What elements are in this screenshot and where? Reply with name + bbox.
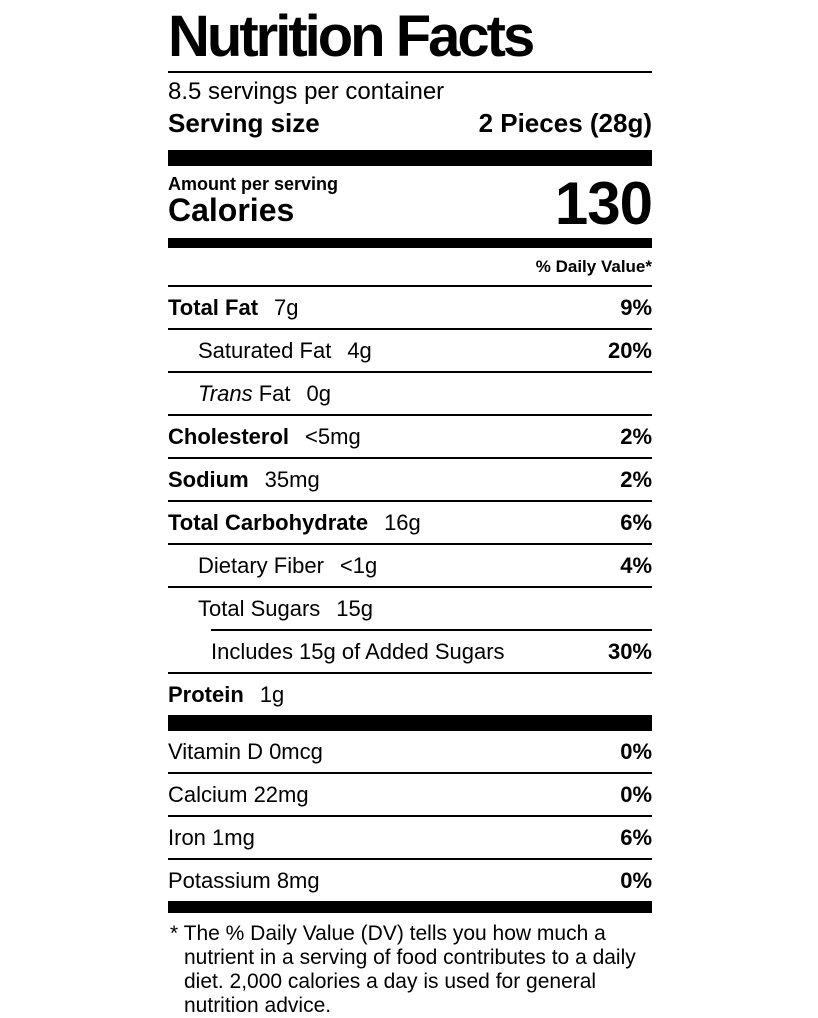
nutrient-amount: <5mg bbox=[305, 423, 361, 449]
nutrient-name: Saturated Fat bbox=[198, 337, 332, 363]
nutrient-daily-value: 2% bbox=[620, 466, 652, 492]
separator-bar-footer bbox=[168, 900, 652, 913]
nutrient-name: Total Carbohydrate bbox=[168, 509, 369, 535]
nutrient-name: Total Fat bbox=[168, 294, 259, 320]
calories-value: 130 bbox=[554, 169, 653, 237]
nutrient-name-italic: Trans bbox=[198, 380, 253, 406]
nutrient-amount: 0g bbox=[306, 380, 332, 406]
nutrient-name: Includes 15g of Added Sugars bbox=[211, 638, 505, 664]
nutrient-name-rest: Fat bbox=[258, 380, 291, 406]
serving-size-value: 2 Pieces (28g) bbox=[478, 108, 652, 139]
label-title: Nutrition Facts bbox=[168, 6, 652, 73]
daily-value-footnote: * The % Daily Value (DV) tells you how m… bbox=[168, 913, 652, 1018]
nutrient-row-includes-15g-of-added-sugars: Includes 15g of Added Sugars 30% bbox=[168, 631, 652, 674]
nutrition-facts-label: Nutrition Facts 8.5 servings per contain… bbox=[168, 6, 653, 1018]
nutrient-name: Potassium 8mg bbox=[168, 867, 320, 893]
nutrient-name: Cholesterol bbox=[168, 423, 290, 449]
micronutrient-row-vitamin-d-0mcg: Vitamin D 0mcg 0% bbox=[168, 731, 652, 774]
nutrient-name: Calcium 22mg bbox=[168, 781, 309, 807]
nutrient-daily-value: 9% bbox=[620, 294, 652, 320]
daily-value-header: % Daily Value* bbox=[168, 248, 652, 287]
footnote-marker: * bbox=[170, 921, 179, 945]
nutrient-name: Sodium bbox=[168, 466, 249, 492]
nutrient-name: Protein bbox=[168, 681, 244, 707]
nutrient-row-protein: Protein 1g bbox=[168, 674, 652, 715]
nutrient-name: Dietary Fiber bbox=[198, 552, 324, 578]
nutrient-name: Total Sugars bbox=[198, 595, 321, 621]
serving-size-label: Serving size bbox=[168, 108, 320, 139]
micronutrient-rows: Vitamin D 0mcg 0% Calcium 22mg 0% Iron 1mg 6%… bbox=[168, 731, 652, 901]
calories-left: Amount per serving Calories bbox=[168, 174, 339, 229]
serving-size-row: Serving size 2 Pieces (28g) bbox=[168, 106, 652, 150]
nutrient-row-cholesterol: Cholesterol <5mg 2% bbox=[168, 416, 652, 459]
nutrient-amount: 7g bbox=[274, 294, 299, 320]
nutrient-row-trans-fat: Trans Fat 0g bbox=[168, 373, 652, 416]
nutrient-daily-value: 2% bbox=[620, 423, 652, 449]
nutrient-daily-value: 0% bbox=[620, 738, 652, 764]
nutrient-daily-value: 4% bbox=[620, 552, 652, 578]
nutrient-daily-value: 0% bbox=[620, 781, 652, 807]
indented-rule bbox=[211, 628, 652, 631]
nutrient-row-total-sugars: Total Sugars 15g bbox=[168, 588, 652, 629]
micronutrient-row-iron-1mg: Iron 1mg 6% bbox=[168, 817, 652, 860]
nutrient-name: Trans Fat bbox=[168, 381, 291, 406]
footnote-text-body: The % Daily Value (DV) tells you how muc… bbox=[183, 921, 636, 1017]
nutrient-daily-value: 30% bbox=[607, 638, 652, 664]
nutrient-row-total-carbohydrate: Total Carbohydrate 16g 6% bbox=[168, 502, 652, 545]
nutrient-daily-value: 0% bbox=[620, 867, 652, 893]
nutrient-row-saturated-fat: Saturated Fat 4g 20% bbox=[168, 330, 652, 373]
separator-bar-thick-top bbox=[168, 150, 652, 167]
nutrient-name: Iron 1mg bbox=[168, 824, 255, 850]
servings-per-container: 8.5 servings per container bbox=[168, 78, 445, 105]
amount-per-serving-label: Amount per serving bbox=[168, 174, 339, 195]
nutrient-row-sodium: Sodium 35mg 2% bbox=[168, 459, 652, 502]
nutrient-name: Vitamin D 0mcg bbox=[168, 738, 323, 764]
nutrient-amount: 1g bbox=[259, 681, 285, 707]
separator-bar-medium bbox=[168, 237, 652, 248]
nutrient-amount: <1g bbox=[339, 552, 378, 578]
separator-bar-thick-middle bbox=[168, 714, 652, 731]
micronutrient-row-calcium-22mg: Calcium 22mg 0% bbox=[168, 774, 652, 817]
micronutrient-row-potassium-8mg: Potassium 8mg 0% bbox=[168, 860, 652, 901]
nutrient-daily-value: 6% bbox=[620, 824, 652, 850]
nutrient-daily-value: 20% bbox=[607, 337, 652, 363]
nutrient-amount: 15g bbox=[336, 595, 374, 621]
nutrient-row-dietary-fiber: Dietary Fiber <1g 4% bbox=[168, 545, 652, 588]
nutrient-daily-value: 6% bbox=[620, 509, 652, 535]
nutrient-row-total-fat: Total Fat 7g 9% bbox=[168, 287, 652, 330]
nutrient-amount: 35mg bbox=[264, 466, 320, 492]
nutrient-amount: 16g bbox=[384, 509, 421, 535]
nutrient-amount: 4g bbox=[347, 337, 372, 363]
calories-row: Amount per serving Calories 130 bbox=[168, 166, 653, 237]
calories-label: Calories bbox=[168, 192, 295, 229]
nutrient-rows: Total Fat 7g 9% Saturated Fat 4g 20% Trans Fat… bbox=[168, 287, 652, 715]
